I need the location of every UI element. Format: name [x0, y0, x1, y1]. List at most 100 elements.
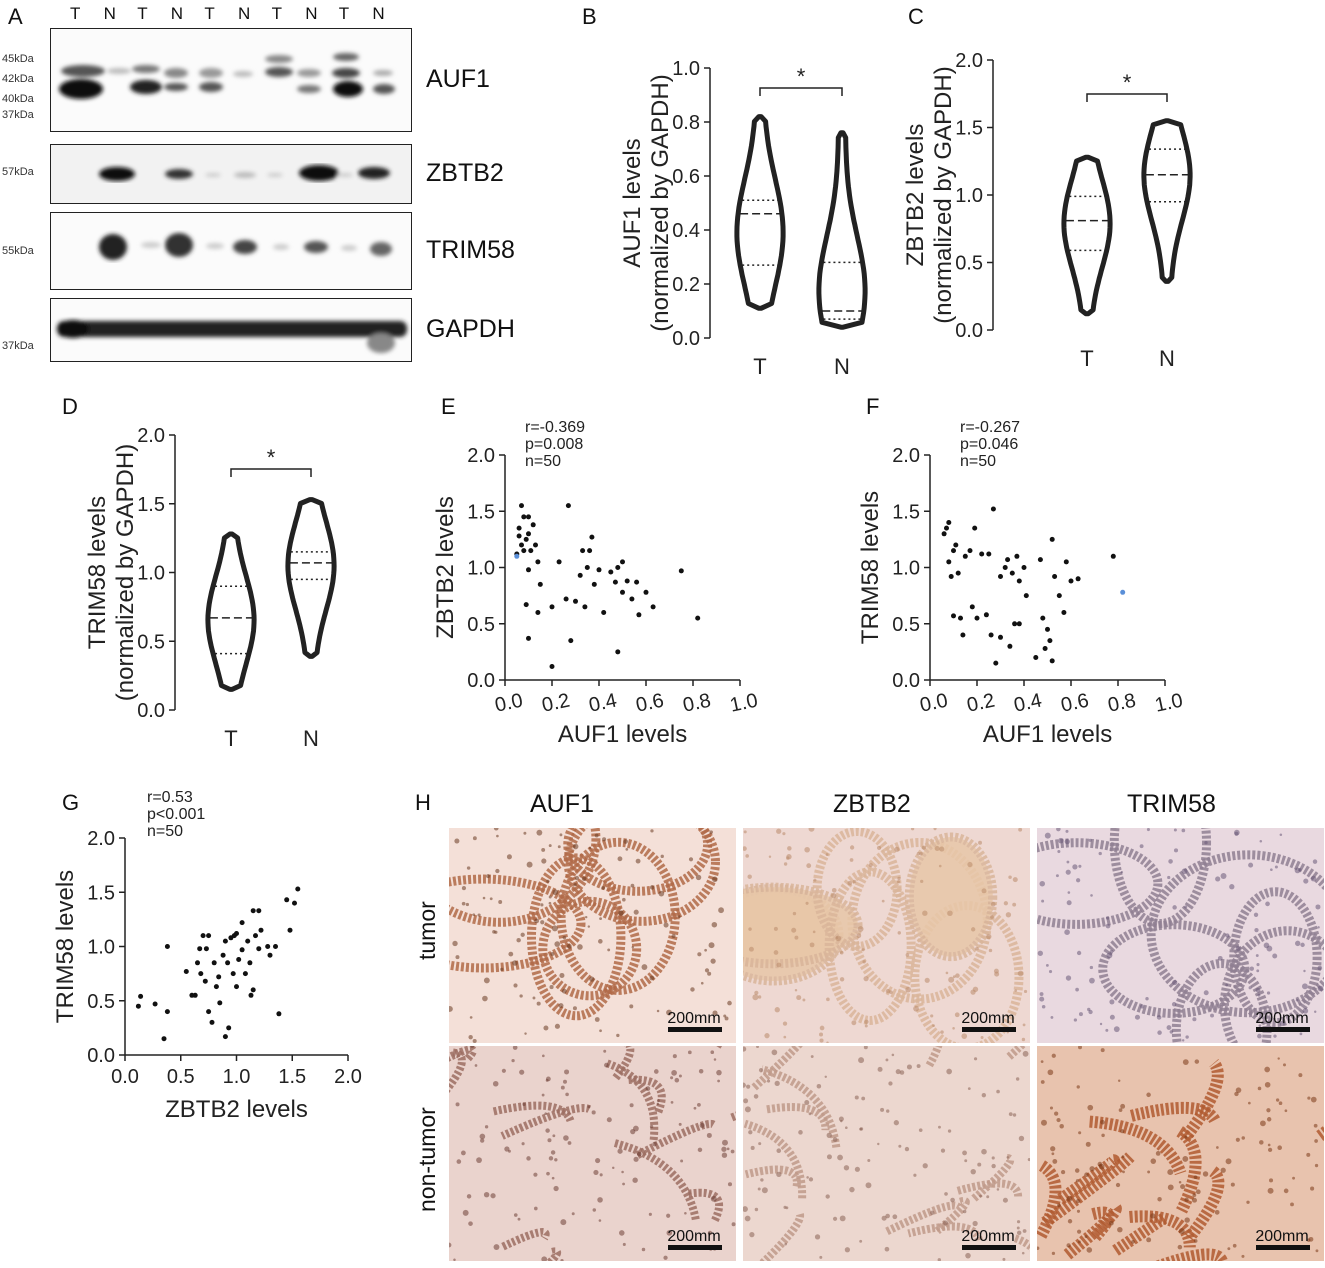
- nucleus-dot: [930, 1210, 935, 1215]
- nucleus-dot: [898, 1144, 902, 1148]
- nucleus-dot: [964, 1159, 968, 1163]
- nucleus-dot: [468, 1221, 473, 1226]
- nucleus-dot: [1314, 1163, 1319, 1168]
- nucleus-dot: [1235, 1137, 1240, 1142]
- nucleus-dot: [730, 1149, 735, 1154]
- nucleus-dot: [852, 879, 857, 884]
- marker-label: 37kDa: [2, 340, 34, 352]
- nucleus-dot: [650, 829, 654, 833]
- nucleus-dot: [814, 1234, 821, 1240]
- nucleus-dot: [996, 1089, 1000, 1094]
- y-tick-label: 1.5: [137, 494, 165, 516]
- y-tick-label: 0.0: [955, 320, 983, 342]
- nucleus-dot: [1314, 1139, 1318, 1143]
- nucleus-dot: [838, 1116, 844, 1122]
- nucleus-dot: [937, 1258, 942, 1261]
- nucleus-dot: [745, 854, 749, 858]
- nucleus-dot: [465, 902, 470, 907]
- x-tick-label: 0.2: [965, 690, 997, 717]
- nucleus-dot: [975, 946, 979, 951]
- data-point: [234, 984, 239, 990]
- data-point: [526, 567, 531, 573]
- y-axis-label-line: ZBTB2 levels: [905, 124, 929, 267]
- nucleus-dot: [1089, 965, 1094, 970]
- x-tick-label: 0.4: [587, 690, 619, 717]
- nucleus-dot: [599, 1029, 602, 1033]
- nucleus-dot: [1109, 949, 1114, 954]
- y-tick-label: 2.0: [137, 425, 165, 447]
- nucleus-dot: [808, 1112, 812, 1116]
- follicle-shape: [449, 874, 586, 973]
- nucleus-dot: [1067, 891, 1071, 894]
- data-point: [636, 612, 642, 618]
- nucleus-dot: [1284, 1109, 1288, 1113]
- data-point: [1120, 589, 1126, 595]
- data-point: [152, 1001, 158, 1007]
- data-point: [523, 536, 529, 542]
- data-point: [1040, 615, 1046, 621]
- nucleus-dot: [1146, 1237, 1152, 1243]
- data-point: [953, 542, 959, 548]
- nucleus-dot: [1315, 904, 1321, 910]
- nucleus-dot: [1283, 1063, 1286, 1067]
- blot-auf1: [50, 28, 412, 132]
- papillary-structure: [612, 1046, 635, 1081]
- nucleus-dot: [589, 976, 595, 982]
- y-tick-label: 1.0: [87, 937, 115, 959]
- nucleus-dot: [1260, 1233, 1264, 1237]
- nucleus-dot: [856, 933, 862, 939]
- nucleus-dot: [1049, 1106, 1054, 1110]
- nucleus-dot: [684, 1211, 687, 1215]
- nucleus-dot: [492, 1080, 499, 1087]
- nucleus-dot: [1275, 1098, 1280, 1102]
- data-point: [678, 568, 684, 574]
- nucleus-dot: [758, 1142, 762, 1146]
- data-point: [1021, 565, 1027, 570]
- nucleus-dot: [674, 1077, 680, 1083]
- y-tick-label: 0.5: [892, 614, 920, 636]
- nucleus-dot: [1259, 1140, 1264, 1145]
- nucleus-dot: [700, 981, 704, 985]
- y-tick-label: 1.5: [892, 501, 920, 523]
- data-point: [1052, 574, 1058, 579]
- nucleus-dot: [1002, 1197, 1008, 1203]
- papillary-structure: [1316, 1125, 1324, 1141]
- data-point: [226, 1025, 232, 1031]
- follicle-shape: [526, 853, 626, 1021]
- nucleus-dot: [693, 1106, 697, 1110]
- nucleus-dot: [863, 1046, 868, 1050]
- nucleus-dot: [845, 1126, 848, 1129]
- nucleus-dot: [1192, 1017, 1197, 1022]
- data-point: [519, 503, 524, 509]
- nucleus-dot: [1120, 1129, 1125, 1134]
- nucleus-dot: [1312, 859, 1318, 864]
- data-point: [573, 598, 578, 604]
- nucleus-dot: [1113, 1026, 1120, 1033]
- nucleus-dot: [1040, 1119, 1047, 1126]
- nucleus-dot: [996, 1188, 1000, 1191]
- nucleus-dot: [839, 977, 845, 982]
- nucleus-dot: [1298, 867, 1302, 872]
- nucleus-dot: [940, 1148, 946, 1153]
- nucleus-dot: [1258, 1024, 1262, 1028]
- nucleus-dot: [1131, 1239, 1135, 1244]
- data-point: [533, 542, 538, 548]
- nucleus-dot: [748, 1130, 753, 1135]
- nucleus-dot: [950, 1197, 955, 1203]
- nucleus-dot: [547, 1138, 552, 1143]
- nucleus-dot: [847, 880, 853, 886]
- nucleus-dot: [1157, 1030, 1162, 1035]
- data-point: [948, 574, 954, 579]
- nucleus-dot: [559, 833, 563, 837]
- nucleus-dot: [743, 846, 747, 851]
- data-point: [200, 933, 206, 939]
- nucleus-dot: [980, 1036, 984, 1040]
- data-point: [601, 610, 607, 615]
- nucleus-dot: [713, 1058, 717, 1061]
- data-point: [1023, 593, 1029, 599]
- nucleus-dot: [1235, 1087, 1242, 1093]
- data-point: [946, 520, 952, 525]
- data-point: [161, 1036, 167, 1042]
- nucleus-dot: [1267, 1187, 1274, 1194]
- nucleus-dot: [687, 1050, 692, 1055]
